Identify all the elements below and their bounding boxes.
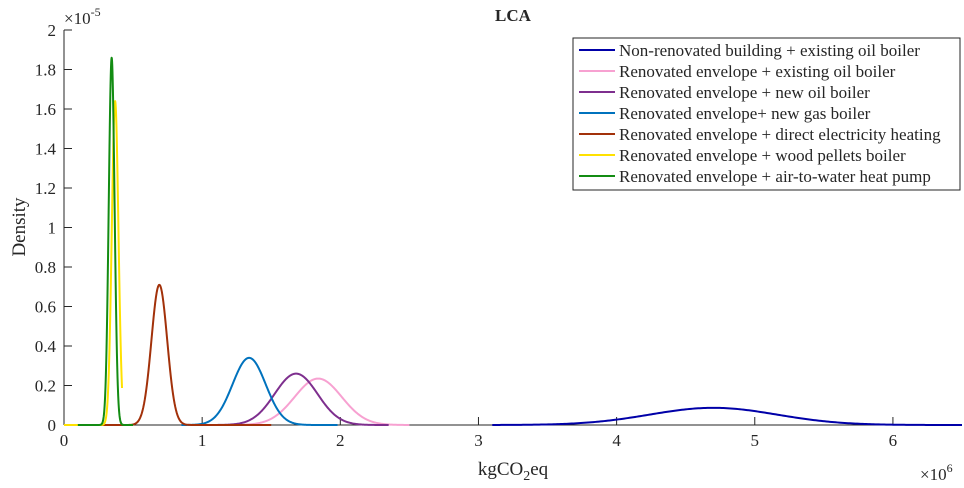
- y-tick-label: 1.2: [35, 179, 56, 198]
- legend-label: Renovated envelope + air-to-water heat p…: [619, 167, 931, 186]
- density-curves: [63, 56, 962, 426]
- x-exponent-power: 6: [947, 461, 953, 475]
- y-axis-label: Density: [9, 197, 30, 257]
- x-tick-label: 1: [198, 431, 207, 450]
- y-tick-label: 0.2: [35, 377, 56, 396]
- x-exponent-base: ×10: [920, 465, 947, 484]
- plot-area: 0 1 2 3 4 5 6 0 0.2 0.4 0.6 0.8 1 1.2 1.4 1.6 1.8 2: [35, 21, 962, 450]
- legend-label: Non-renovated building + existing oil bo…: [619, 41, 920, 60]
- y-tick-label: 1: [48, 219, 57, 238]
- legend-label: Renovated envelope + direct electricity …: [619, 125, 941, 144]
- y-exponent-base: ×10: [64, 9, 91, 28]
- x-tick-label: 4: [612, 431, 621, 450]
- x-tick-label: 2: [336, 431, 345, 450]
- legend-label: Renovated envelope + wood pellets boiler: [619, 146, 906, 165]
- density-curve-7: [77, 56, 134, 426]
- chart-title: LCA: [495, 6, 532, 25]
- x-axis-label-tail: eq: [530, 459, 548, 480]
- y-ticks: 0 0.2 0.4 0.6 0.8 1 1.2 1.4 1.6 1.8 2: [35, 21, 72, 435]
- y-exponent-power: -5: [91, 5, 101, 19]
- density-curve-5: [77, 283, 272, 426]
- y-tick-label: 1.6: [35, 100, 56, 119]
- y-tick-label: 0.6: [35, 298, 56, 317]
- x-tick-label: 0: [60, 431, 69, 450]
- y-tick-label: 0: [48, 416, 57, 435]
- density-curve-4: [181, 356, 338, 426]
- density-curve-1: [492, 406, 962, 426]
- y-tick-label: 1.8: [35, 61, 56, 80]
- x-axis-label: kgCO2eq: [478, 459, 549, 484]
- x-tick-label: 5: [751, 431, 760, 450]
- x-exponent-label: ×106: [920, 461, 953, 484]
- y-tick-label: 0.4: [35, 337, 57, 356]
- density-curve-2: [229, 377, 410, 426]
- legend-label: Renovated envelope+ new gas boiler: [619, 104, 871, 123]
- y-tick-label: 1.4: [35, 140, 57, 159]
- legend-label: Renovated envelope + new oil boiler: [619, 83, 870, 102]
- x-tick-label: 6: [889, 431, 898, 450]
- x-tick-label: 3: [474, 431, 483, 450]
- x-axis-label-main: kgCO: [478, 459, 523, 480]
- y-tick-label: 0.8: [35, 258, 56, 277]
- x-ticks: 0 1 2 3 4 5 6: [60, 417, 897, 450]
- density-curve-3: [208, 372, 389, 426]
- legend: Non-renovated building + existing oil bo…: [572, 37, 961, 191]
- legend-box: [572, 37, 961, 191]
- legend-label: Renovated envelope + existing oil boiler: [619, 62, 896, 81]
- x-axis-label-subscript: 2: [523, 469, 530, 484]
- y-exponent-label: ×10-5: [64, 5, 101, 28]
- y-tick-label: 2: [48, 21, 57, 40]
